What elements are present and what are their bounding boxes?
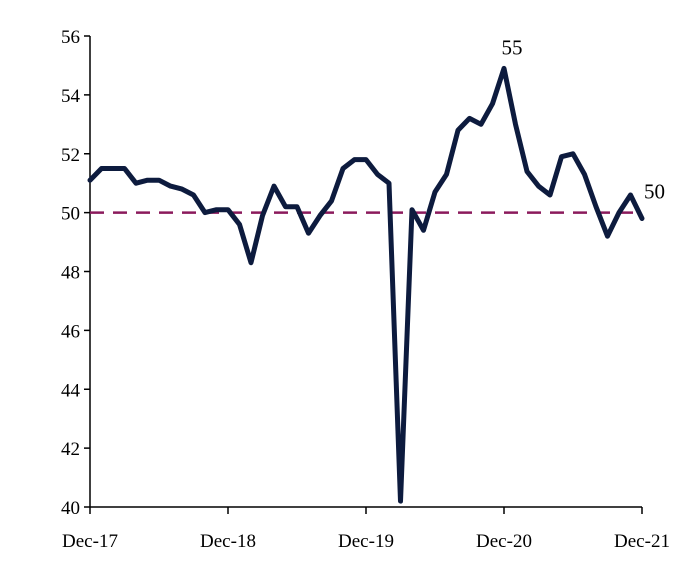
- tick-labels: 40 42 44 46 48 50 52 54 56 Dec-17 Dec-18 Dec-19 Dec-…: [61, 27, 670, 552]
- x-tick-label: Dec-17: [62, 531, 118, 552]
- x-tick-label: Dec-20: [476, 531, 532, 552]
- y-tick-label: 46: [61, 321, 80, 342]
- x-tick-label: Dec-19: [338, 531, 394, 552]
- y-tick-label: 40: [61, 498, 80, 519]
- annotation-label: 55: [502, 35, 523, 59]
- y-tick-label: 42: [61, 439, 80, 460]
- series-group: [87, 65, 645, 504]
- y-tick-label: 44: [61, 380, 81, 401]
- axes: [84, 35, 643, 514]
- x-tick-label: Dec-21: [614, 531, 670, 552]
- annotation-label: 50: [644, 180, 665, 204]
- x-tick-label: Dec-18: [200, 531, 256, 552]
- y-tick-label: 48: [61, 263, 80, 284]
- series-line: [87, 65, 645, 504]
- y-tick-label: 54: [61, 86, 81, 107]
- y-tick-label: 52: [61, 145, 80, 166]
- y-tick-label: 50: [61, 204, 80, 225]
- annotations: 55 50: [502, 35, 666, 203]
- y-tick-label: 56: [61, 27, 80, 48]
